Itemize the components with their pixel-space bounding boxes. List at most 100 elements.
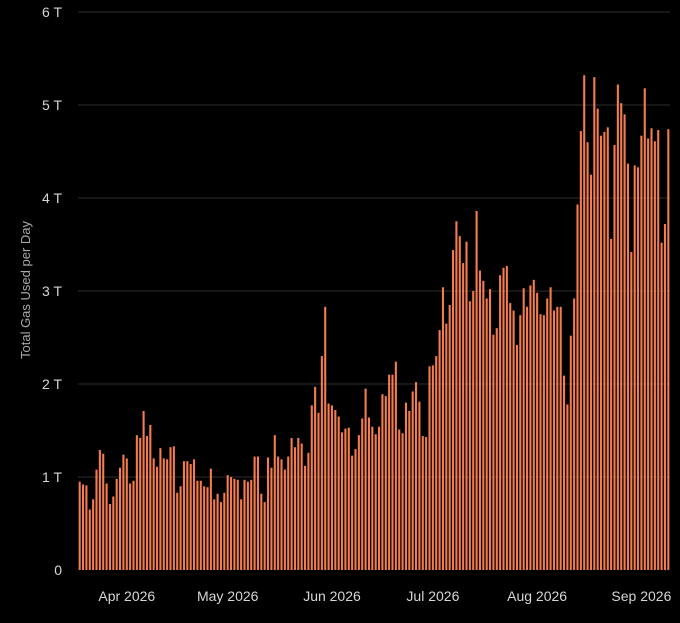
- bar: [532, 279, 535, 570]
- bar: [458, 236, 461, 570]
- bar: [253, 456, 256, 570]
- bar: [82, 484, 85, 570]
- bar: [142, 410, 145, 570]
- x-tick-label: Apr 2026: [98, 588, 155, 604]
- bar: [95, 469, 98, 570]
- bar: [573, 298, 576, 570]
- bar: [364, 388, 367, 570]
- bar: [425, 437, 428, 570]
- bar: [216, 493, 219, 570]
- bar: [593, 77, 596, 570]
- bar: [616, 84, 619, 570]
- bar: [145, 436, 148, 570]
- bar: [260, 493, 263, 570]
- bar: [108, 503, 111, 570]
- bar: [542, 315, 545, 570]
- bar: [290, 437, 293, 570]
- y-axis-ticks: 0 1 T 2 T 3 T 4 T 5 T 6 T: [42, 4, 62, 578]
- bar: [499, 275, 502, 570]
- bar: [438, 330, 441, 570]
- bar: [176, 492, 179, 570]
- bar: [640, 135, 643, 570]
- bar: [586, 142, 589, 570]
- bar: [213, 499, 216, 570]
- bar: [162, 458, 165, 570]
- bar: [536, 292, 539, 570]
- bar: [182, 461, 185, 570]
- bar: [600, 135, 603, 570]
- bar: [667, 129, 670, 570]
- bar: [334, 410, 337, 570]
- bar: [327, 403, 330, 570]
- bar: [196, 480, 199, 570]
- bar: [344, 428, 347, 570]
- y-tick-label: 3 T: [42, 283, 62, 299]
- bar: [206, 487, 209, 570]
- bar: [522, 288, 525, 570]
- bar: [378, 426, 381, 570]
- bar: [465, 241, 468, 570]
- bar: [293, 447, 296, 570]
- bar: [300, 443, 303, 570]
- bar: [354, 449, 357, 570]
- bar: [610, 238, 613, 571]
- y-tick-label: 5 T: [42, 97, 62, 113]
- bar: [129, 483, 132, 570]
- bar: [226, 475, 229, 570]
- bar: [159, 448, 162, 570]
- bar: [404, 402, 407, 570]
- bar: [307, 452, 310, 570]
- bar: [230, 477, 233, 570]
- bar: [452, 250, 455, 570]
- y-tick-label: 0: [54, 562, 62, 578]
- bar: [431, 365, 434, 570]
- bar: [505, 265, 508, 570]
- bar: [324, 306, 327, 570]
- bar: [401, 433, 404, 570]
- bar: [361, 418, 364, 570]
- bar: [169, 447, 172, 570]
- bar: [546, 298, 549, 570]
- bar: [152, 458, 155, 570]
- bar: [209, 468, 212, 570]
- bar: [583, 75, 586, 571]
- bar: [270, 467, 273, 570]
- bar: [384, 396, 387, 570]
- bar: [653, 141, 656, 570]
- bar: [189, 463, 192, 570]
- bar: [351, 455, 354, 570]
- bar: [408, 410, 411, 570]
- bar: [398, 429, 401, 570]
- bar: [650, 128, 653, 570]
- bar: [374, 434, 377, 570]
- bar: [630, 251, 633, 570]
- bar: [119, 467, 122, 570]
- bar: [263, 502, 266, 570]
- bar: [606, 127, 609, 570]
- bar: [509, 303, 512, 570]
- bar: [468, 301, 471, 570]
- bar: [526, 306, 529, 570]
- bar: [243, 479, 246, 570]
- bar: [256, 456, 259, 570]
- bar: [246, 481, 249, 570]
- bar: [317, 412, 320, 570]
- bar: [660, 242, 663, 570]
- bar: [135, 435, 138, 570]
- bar: [552, 310, 555, 570]
- bar: [203, 486, 206, 570]
- bar: [623, 114, 626, 571]
- bar: [613, 144, 616, 571]
- bar: [233, 478, 236, 570]
- bar: [519, 315, 522, 570]
- bar: [421, 436, 424, 570]
- bar: [280, 459, 283, 570]
- bar: [297, 437, 300, 570]
- bar: [620, 103, 623, 570]
- bar: [455, 221, 458, 570]
- bar: [589, 174, 592, 570]
- bar: [579, 131, 582, 571]
- bar: [448, 304, 451, 570]
- bar: [320, 356, 323, 570]
- bar: [539, 314, 542, 570]
